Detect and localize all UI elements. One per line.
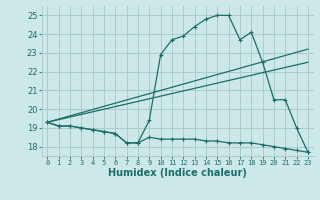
- X-axis label: Humidex (Indice chaleur): Humidex (Indice chaleur): [108, 168, 247, 178]
